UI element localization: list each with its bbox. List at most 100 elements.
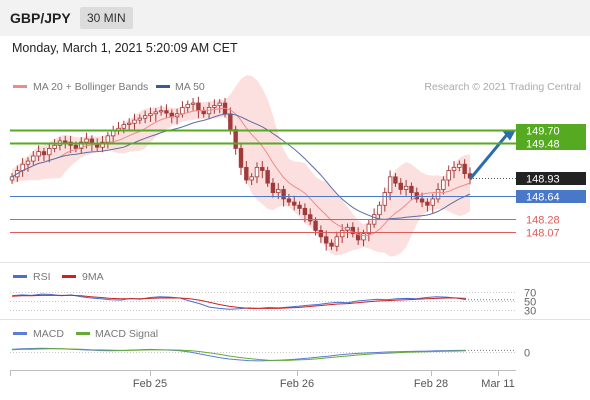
level-label: 0: [524, 348, 530, 360]
candle-body: [382, 192, 387, 206]
forecast-arrow-head: [502, 129, 516, 141]
candle-body: [313, 220, 318, 231]
candle-body: [441, 179, 446, 190]
timestamp: Monday, March 1, 2021 5:20:09 AM CET: [12, 41, 238, 55]
timeframe-button[interactable]: 30 MIN: [80, 7, 133, 29]
level-badge-pivot: [516, 190, 586, 203]
instrument-title: GBP/JPY: [10, 10, 71, 26]
series-line: [11, 293, 467, 310]
candle-body: [121, 124, 127, 129]
candle-body: [105, 135, 111, 143]
candle-body: [84, 138, 89, 143]
series-line: [11, 347, 466, 362]
legend-rsi: RSI: [33, 271, 51, 283]
level-badge-resistance: [516, 137, 586, 150]
candle-body: [185, 103, 190, 108]
candle-body: [302, 207, 308, 216]
candle-body: [41, 151, 47, 156]
candle-body: [329, 242, 334, 247]
bollinger-band: [12, 75, 470, 257]
level-label-resistance: 149.70: [526, 126, 560, 138]
level-label: 30: [524, 306, 536, 318]
legend-macd-signal: MACD Signal: [95, 328, 158, 340]
level-badge-resistance: [516, 124, 586, 137]
candle-body: [228, 113, 233, 130]
candle-body: [276, 189, 281, 194]
candle-body: [196, 102, 201, 112]
x-tick-mar11: Mar 11: [481, 378, 514, 390]
candle-body: [281, 189, 286, 200]
level-label-last: 148.93: [526, 174, 560, 186]
candle-body: [270, 182, 276, 194]
legend-swatch-ma20: [13, 85, 27, 88]
candle-body: [398, 182, 403, 190]
candle-body: [137, 117, 143, 121]
rsi-legend: RSI 9MA: [13, 271, 104, 283]
price-legend: MA 20 + Bollinger Bands MA 50: [13, 81, 205, 93]
candle-body: [63, 140, 68, 143]
candle-body: [377, 204, 382, 216]
x-axis: Feb 25 Feb 26 Feb 28 Mar 11: [10, 370, 515, 390]
legend-swatch-macd-signal: [76, 332, 90, 335]
candle-body: [451, 166, 457, 171]
candle-body: [355, 233, 361, 241]
candle-body: [25, 160, 31, 165]
candle-body: [233, 129, 238, 149]
candle-body: [334, 236, 340, 247]
level-label-pivot: 148.64: [526, 192, 560, 204]
legend-swatch-macd: [13, 332, 27, 335]
candle-body: [265, 170, 270, 184]
candle-body: [318, 230, 324, 238]
candle-body: [292, 201, 297, 206]
candle-body: [446, 170, 451, 181]
level-label: 70: [524, 288, 536, 300]
x-tick-feb26: Feb 26: [280, 378, 314, 390]
legend-9ma: 9MA: [82, 271, 104, 283]
candle-body: [79, 141, 84, 149]
candle-body: [393, 176, 398, 184]
candle-body: [110, 130, 116, 137]
candle-body: [180, 107, 185, 115]
candle-body: [249, 176, 254, 181]
ma50-line: [11, 113, 471, 220]
legend-macd: MACD: [33, 328, 64, 340]
candle-body: [387, 176, 393, 194]
candle-body: [361, 233, 366, 241]
candle-body: [430, 198, 435, 206]
candle-body: [339, 230, 345, 238]
candle-body: [260, 166, 265, 171]
candle-body: [158, 110, 164, 113]
candle-body: [148, 113, 153, 117]
macd-panel: 0: [10, 347, 530, 362]
candle-body: [244, 166, 249, 181]
candle-body: [52, 144, 57, 149]
candle-body: [31, 155, 36, 162]
candle-body: [190, 102, 196, 105]
candle-body: [366, 223, 372, 235]
candle-body: [100, 141, 105, 148]
x-tick-feb25: Feb 25: [133, 378, 167, 390]
macd-legend: MACD MACD Signal: [13, 328, 158, 340]
candle-body: [212, 105, 217, 108]
level-label: 50: [524, 297, 536, 309]
candle-body: [142, 115, 148, 119]
candle-body: [9, 176, 15, 181]
level-label-support: 148.28: [526, 215, 560, 227]
candle-body: [126, 122, 132, 125]
legend-ma50: MA 50: [175, 81, 205, 93]
candle-body: [403, 185, 409, 190]
candle-body: [132, 119, 137, 124]
candle-body: [164, 110, 169, 114]
legend-swatch-ma50: [156, 85, 170, 88]
candle-body: [324, 236, 329, 244]
watermark: Research © 2021 Trading Central: [424, 81, 581, 93]
ma20-line: [11, 107, 471, 237]
legend-ma20: MA 20 + Bollinger Bands: [33, 81, 148, 93]
candle-body: [435, 189, 441, 200]
candle-body: [350, 226, 356, 235]
candle-body: [238, 148, 244, 168]
candle-body: [36, 151, 41, 157]
candle-body: [217, 102, 222, 106]
series-line: [11, 348, 467, 361]
